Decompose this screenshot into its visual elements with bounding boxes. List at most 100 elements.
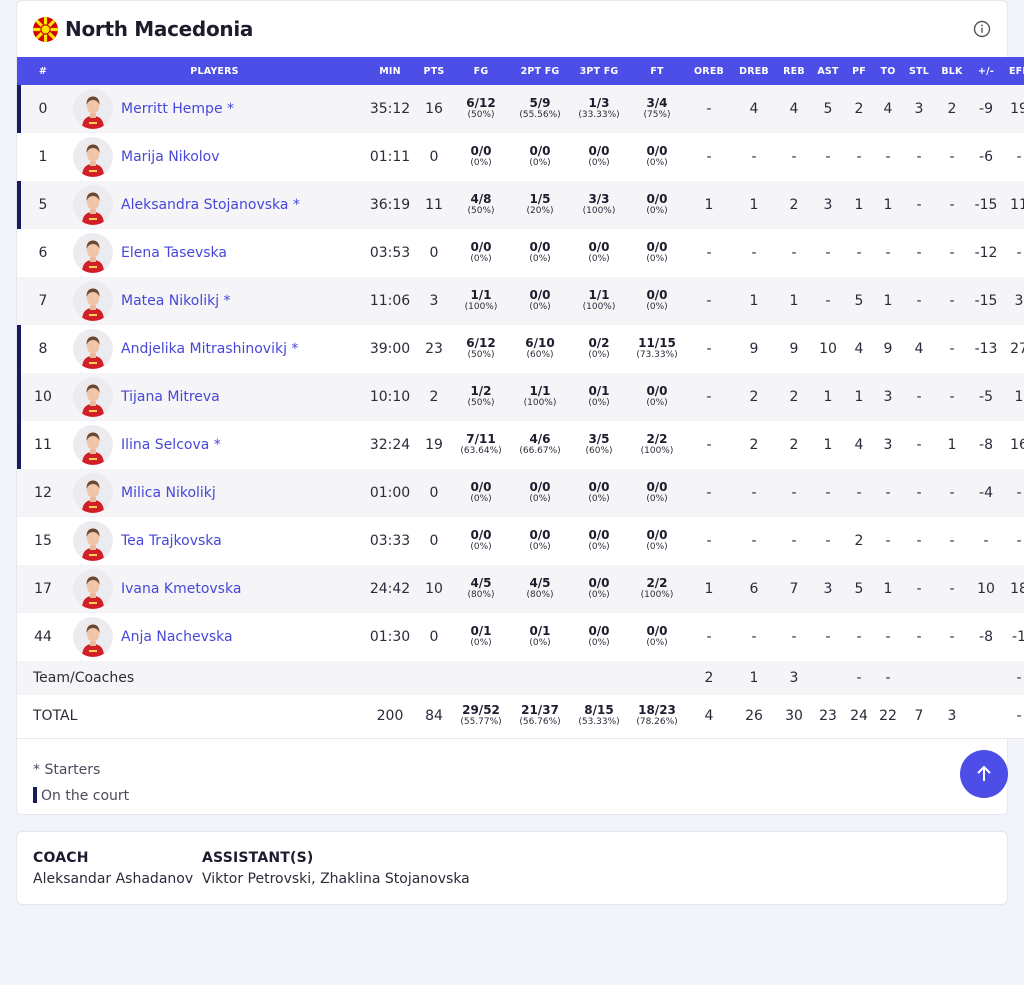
field-goals-made-attempted: 1/1 <box>470 288 492 302</box>
scroll-to-top-button[interactable] <box>960 750 1008 798</box>
player-name-link[interactable]: Andjelika Mitrashinovikj * <box>121 341 299 357</box>
two-point-fg-percentage: (0%) <box>529 494 551 504</box>
legend: * Starters On the court <box>33 757 129 809</box>
three-point-fg: 3/5 (60%) <box>566 421 632 469</box>
three-point-fg-percentage: (33.33%) <box>578 110 620 120</box>
three-point-fg-made-attempted: 1/1 <box>588 288 610 302</box>
total-label: TOTAL <box>33 708 78 725</box>
stat-pf: 2 <box>854 533 864 549</box>
player-avatar <box>73 425 113 465</box>
player-name-link[interactable]: Anja Nachevska <box>121 629 233 645</box>
stat-reb: - <box>791 533 797 549</box>
info-icon[interactable] <box>973 20 991 38</box>
stat-reb: 2 <box>789 197 799 213</box>
stat-dreb: - <box>751 629 757 645</box>
stat-blk: 2 <box>947 101 957 117</box>
column-header: PTS <box>423 65 445 77</box>
player-row[interactable]: 7 Matea Nikolikj * 11:06 3 1/1 (100%) 0/0 (0%) 1… <box>17 277 1024 325</box>
free-throws: 18/23 (78.26%) <box>632 695 682 738</box>
player-name-link[interactable]: Matea Nikolikj * <box>121 293 231 309</box>
field-goals-percentage: (80%) <box>467 590 495 600</box>
player-row[interactable]: 44 Anja Nachevska 01:30 0 0/1 (0%) 0/1 (0%) 0/0(… <box>17 613 1024 661</box>
three-point-fg: 3/3 (100%) <box>566 181 632 229</box>
stat-pf: - <box>856 149 862 165</box>
empty-cell <box>964 661 1008 695</box>
field-goals-percentage: (100%) <box>464 302 498 312</box>
two-point-fg: 6/10 (60%) <box>514 325 566 373</box>
stat-eff: 11 <box>1010 197 1024 213</box>
player-name-link[interactable]: Merritt Hempe * <box>121 101 235 117</box>
field-goals-made-attempted: 4/8 <box>470 192 492 206</box>
stat-pm: -12 <box>974 245 998 261</box>
player-name-link[interactable]: Marija Nikolov <box>121 149 220 165</box>
jersey-number: 0 <box>17 85 69 133</box>
player-avatar <box>73 233 113 273</box>
player-avatar <box>73 521 113 561</box>
three-point-fg-percentage: (0%) <box>588 350 610 360</box>
stat-oreb: - <box>706 341 712 357</box>
free-throws: 2/2 (100%) <box>632 421 682 469</box>
player-name-link[interactable]: Ilina Selcova * <box>121 437 221 453</box>
stat-ast: 3 <box>823 197 833 213</box>
column-header: +/- <box>978 65 994 77</box>
minutes: 03:53 <box>369 245 411 261</box>
three-point-fg-made-attempted: 0/0 <box>588 576 610 590</box>
stat-to: 1 <box>883 293 893 309</box>
three-point-fg: 8/15 (53.33%) <box>566 695 632 738</box>
player-row[interactable]: 6 Elena Tasevska 03:53 0 0/0 (0%) 0/0 (0%) 0/0 (0… <box>17 229 1024 277</box>
two-point-fg: 1/1 (100%) <box>514 373 566 421</box>
stat-reb: - <box>791 629 797 645</box>
player-name-link[interactable]: Elena Tasevska <box>121 245 227 261</box>
stat-to: 4 <box>883 101 893 117</box>
free-throws-made-attempted: 0/0 <box>646 192 668 206</box>
player-name-link[interactable]: Tijana Mitreva <box>121 389 220 405</box>
field-goals-percentage: (50%) <box>467 398 495 408</box>
field-goals: 0/0 (0%) <box>448 469 514 517</box>
player-row[interactable]: 8 Andjelika Mitrashinovikj * 39:00 23 6/12 (5… <box>17 325 1024 373</box>
points: 16 <box>425 101 443 117</box>
stat-to: - <box>885 533 891 549</box>
three-point-fg: 0/2 (0%) <box>566 325 632 373</box>
minutes: 01:30 <box>369 629 411 645</box>
stat-reb: 2 <box>789 389 799 405</box>
stat-stl: - <box>916 581 922 597</box>
stat-blk: 3 <box>947 708 957 725</box>
stat-pf: - <box>856 245 862 261</box>
stat-reb: 7 <box>789 581 799 597</box>
stat-blk: - <box>949 485 955 501</box>
player-row[interactable]: 11 Ilina Selcova * 32:24 19 7/11 (63.64%) 4/6(… <box>17 421 1024 469</box>
two-point-fg-made-attempted: 0/0 <box>529 480 551 494</box>
free-throws: 3/4 (75%) <box>632 85 682 133</box>
player-row[interactable]: 15 Tea Trajkovska 03:33 0 0/0 (0%) 0/0 (0%) 0/0(… <box>17 517 1024 565</box>
two-point-fg-percentage: (0%) <box>529 638 551 648</box>
player-name-link[interactable]: Aleksandra Stojanovska * <box>121 197 300 213</box>
field-goals-made-attempted: 0/0 <box>470 480 492 494</box>
assistants-names: Viktor Petrovski, Zhaklina Stojanovska <box>202 871 470 887</box>
stat-to: 9 <box>883 341 893 357</box>
stat-to: 3 <box>883 437 893 453</box>
player-row[interactable]: 5 Aleksandra Stojanovska * 36:19 11 4/8 (50%)… <box>17 181 1024 229</box>
free-throws-percentage: (100%) <box>640 446 674 456</box>
player-cell: Elena Tasevska <box>69 229 360 277</box>
field-goals: 0/0 (0%) <box>448 133 514 181</box>
three-point-fg-made-attempted: 1/3 <box>588 96 610 110</box>
player-name-link[interactable]: Milica Nikolikj <box>121 485 216 501</box>
two-point-fg-made-attempted: 1/5 <box>529 192 551 206</box>
player-name-link[interactable]: Ivana Kmetovska <box>121 581 242 597</box>
free-throws-made-attempted: 3/4 <box>646 96 668 110</box>
stat-eff: 27 <box>1010 341 1024 357</box>
stat-dreb: 1 <box>749 293 759 309</box>
free-throws-percentage: (0%) <box>646 638 668 648</box>
points: 0 <box>429 485 439 501</box>
stat-blk: - <box>949 149 955 165</box>
points: 3 <box>429 293 439 309</box>
player-row[interactable]: 17 Ivana Kmetovska 24:42 10 4/5 (80%) 4/5 (80%)… <box>17 565 1024 613</box>
stat-ast: - <box>825 293 831 309</box>
player-row[interactable]: 12 Milica Nikolikj 01:00 0 0/0 (0%) 0/0 (0%) 0/0… <box>17 469 1024 517</box>
player-row[interactable]: 1 Marija Nikolov 01:11 0 0/0 (0%) 0/0 (0%) 0/0 (0… <box>17 133 1024 181</box>
player-row[interactable]: 0 Merritt Hempe * 35:12 16 6/12 (50%) 5/9 (55.5… <box>17 85 1024 133</box>
coach-card: COACH Aleksandar Ashadanov ASSISTANT(S) … <box>16 831 1008 905</box>
player-name-link[interactable]: Tea Trajkovska <box>121 533 222 549</box>
stat-pm: -15 <box>974 197 998 213</box>
player-row[interactable]: 10 Tijana Mitreva 10:10 2 1/2 (50%) 1/1 (100%) 0… <box>17 373 1024 421</box>
